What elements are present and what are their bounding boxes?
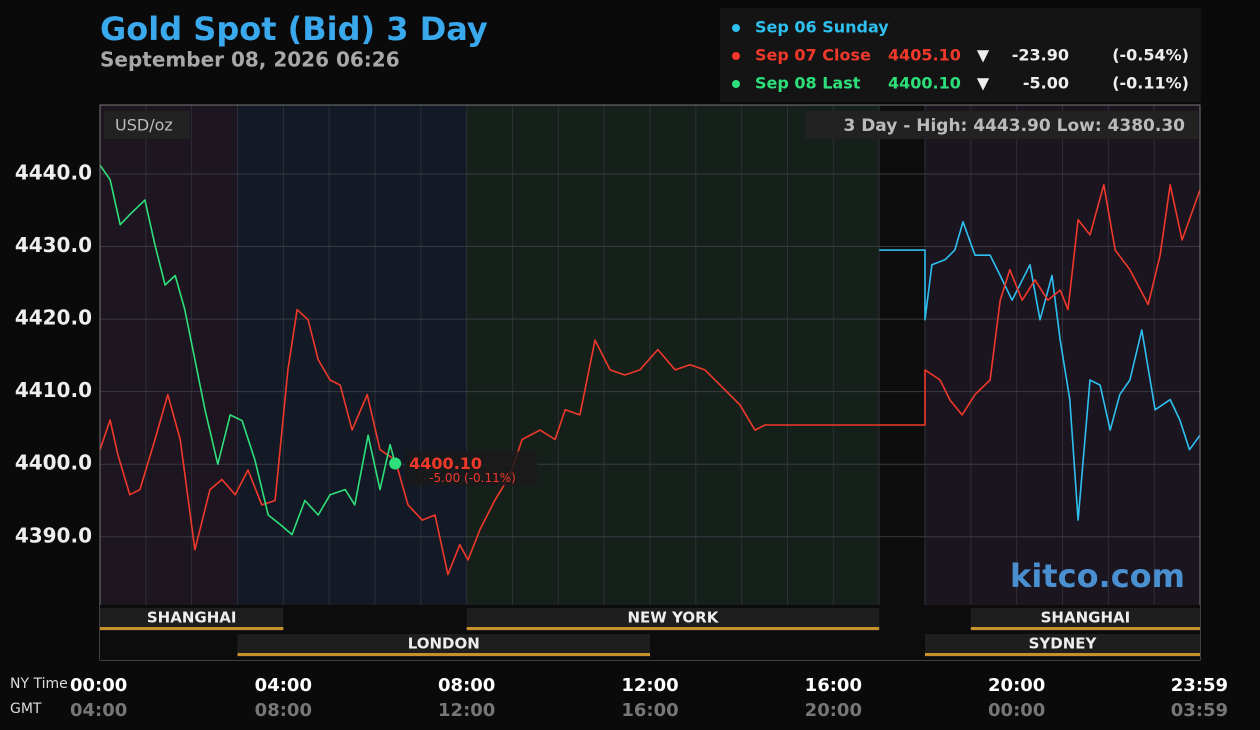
session-bar: [100, 608, 284, 631]
session-label: NEW YORK: [628, 609, 720, 627]
session-line: [925, 653, 1200, 656]
x2-tick-label: 16:00: [621, 700, 678, 721]
session-bar: [970, 608, 1200, 631]
session-line: [237, 653, 650, 656]
x-tick-label: 04:00: [255, 675, 312, 696]
x-tick-label: 12:00: [621, 675, 678, 696]
x-tick-label: 20:00: [988, 675, 1045, 696]
legend-price: 4400.10: [888, 74, 961, 93]
chart-subtitle: September 08, 2026 06:26: [100, 48, 400, 72]
legend-change: -5.00: [1023, 74, 1069, 93]
marker-label-box: [405, 451, 538, 486]
legend-arrow: ▼: [977, 74, 990, 93]
x2-tick-label: 04:00: [70, 700, 127, 721]
unit-box: [104, 111, 190, 139]
legend-change-pct: (-0.54%): [1112, 46, 1189, 65]
x2-axis-label: GMT: [10, 701, 42, 717]
series-line: [879, 221, 1201, 521]
session-label: SHANGHAI: [147, 609, 237, 627]
current-marker: [389, 457, 402, 470]
legend-box: [720, 8, 1201, 102]
x2-tick-label: 03:59: [1171, 700, 1228, 721]
x2-tick-label: 20:00: [805, 700, 862, 721]
x-axis-label: NY Time: [10, 676, 68, 692]
x-tick-label: 00:00: [70, 675, 127, 696]
range-note: 3 Day - High: 4443.90 Low: 4380.30: [843, 116, 1185, 136]
x-tick-label: 08:00: [438, 675, 495, 696]
y-tick-label: 4430.0: [15, 233, 92, 257]
y-tick-label: 4390.0: [15, 523, 92, 547]
session-label: LONDON: [408, 635, 480, 653]
legend-label: Sep 08 Last: [755, 74, 861, 93]
y-tick-label: 4410.0: [15, 378, 92, 402]
series-line: [99, 184, 1201, 576]
legend-label: Sep 07 Close: [755, 46, 871, 65]
legend-change-pct: (-0.11%): [1112, 74, 1189, 93]
legend-arrow: ▼: [977, 46, 990, 65]
series-line: [99, 164, 396, 536]
y-tick-label: 4400.0: [15, 451, 92, 475]
legend-label: Sep 06 Sunday: [755, 18, 889, 37]
session-band: [100, 105, 238, 660]
x2-tick-label: 00:00: [988, 700, 1045, 721]
x-tick-label: 16:00: [805, 675, 862, 696]
marker-label: 4400.10: [409, 454, 482, 473]
session-label: SYDNEY: [1029, 635, 1098, 653]
session-bar: [237, 634, 650, 657]
x-tick-label: 23:59: [1171, 675, 1228, 696]
session-line: [970, 627, 1200, 630]
watermark: kitco.com: [1010, 557, 1185, 595]
legend-price: 4405.10: [888, 46, 961, 65]
chart-title: Gold Spot (Bid) 3 Day: [100, 10, 488, 48]
y-tick-label: 4440.0: [15, 160, 92, 184]
legend-dot: [732, 24, 740, 32]
legend-change: -23.90: [1012, 46, 1069, 65]
session-band: [466, 105, 880, 660]
marker-sublabel: -5.00 (-0.11%): [429, 471, 516, 485]
session-line: [466, 627, 880, 630]
y-tick-label: 4420.0: [15, 306, 92, 330]
unit-label: USD/oz: [115, 116, 173, 135]
session-label: SHANGHAI: [1041, 609, 1131, 627]
range-box: [806, 111, 1198, 139]
legend-dot: [732, 80, 740, 88]
session-band: [879, 105, 925, 660]
session-bar: [466, 608, 880, 631]
session-line: [100, 627, 284, 630]
x2-tick-label: 12:00: [438, 700, 495, 721]
legend-dot: [732, 52, 740, 60]
session-band: [237, 105, 467, 660]
x2-tick-label: 08:00: [255, 700, 312, 721]
session-bar: [925, 634, 1200, 657]
